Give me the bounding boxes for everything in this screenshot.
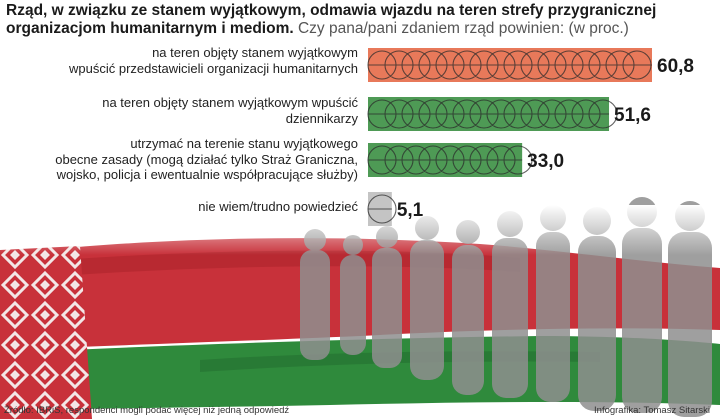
category-label-2-line-1: na teren objęty stanem wyjątkowym wpuści…: [102, 95, 358, 110]
category-label-1: na teren objęty stanem wyjątkowym wpuści…: [18, 45, 358, 76]
barbed-wire-3: [367, 145, 533, 175]
value-label-3: 33,0: [527, 151, 564, 172]
value-label-2: 51,6: [614, 105, 651, 126]
value-label-4: 5,1: [397, 200, 424, 221]
category-label-4-line-1: nie wiem/trudno powiedzieć: [198, 199, 358, 214]
barbed-wire-2: [367, 99, 618, 129]
category-label-3-line-3: wojsko, policja i ewentualnie współpracu…: [56, 167, 358, 182]
chart-subtitle: Czy pana/pani zdaniem rząd powinien: (w …: [297, 20, 629, 37]
source-note: Źródło: IBRiS, respondenci mogli podać w…: [4, 405, 290, 416]
category-label-2: na teren objęty stanem wyjątkowym wpuści…: [18, 95, 358, 126]
title-bold: Rząd, w związku ze stanem wyjątkowym, od…: [6, 2, 657, 37]
category-label-1-line-2: wpuścić przedstawicieli organizacji huma…: [68, 60, 358, 76]
value-label-1: 60,8: [657, 56, 694, 77]
bar-chart: 60,8 51,6 33,0 5,1: [367, 48, 694, 226]
category-label-2-line-2: dziennikarzy: [285, 110, 358, 126]
barbed-wire-1: [367, 50, 652, 80]
category-label-4: nie wiem/trudno powiedzieć: [18, 199, 358, 215]
category-label-3-line-1: utrzymać na terenie stanu wyjątkowego: [130, 136, 358, 151]
barbed-wire-4: [367, 194, 397, 224]
category-label-1-line-1: na teren objęty stanem wyjątkowym: [152, 45, 358, 60]
chart-title: Rząd, w związku ze stanem wyjątkowym, od…: [6, 2, 706, 38]
category-label-3-line-2: obecne zasady (mogą działać tylko Straż …: [55, 151, 358, 167]
category-label-3: utrzymać na terenie stanu wyjątkowego ob…: [18, 136, 358, 183]
credit-note: Infografika: Tomasz Sitarski: [594, 405, 710, 416]
